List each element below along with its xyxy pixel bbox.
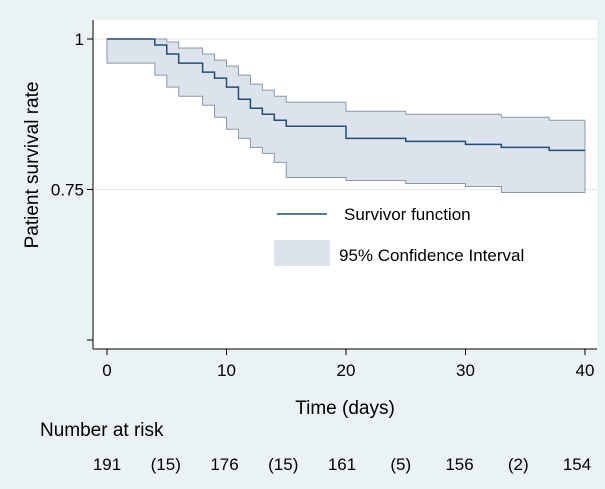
legend-ci-swatch (274, 240, 330, 266)
survivor-line (107, 38, 585, 152)
y-axis-label: Patient survival rate (22, 82, 43, 249)
x-tick-label-3: 30 (456, 361, 475, 380)
x-tick-label-1: 10 (217, 361, 236, 380)
legend-ci-label: 95% Confidence Interval (339, 246, 524, 265)
risk-table-title: Number at risk (40, 420, 164, 441)
x-axis-label: Time (days) (295, 398, 395, 419)
risk-value-4: 161 (328, 455, 356, 474)
x-tick-label-0: 0 (102, 361, 111, 380)
axis-ticks: 0 10 20 30 40 1 0.75 (51, 30, 595, 380)
y-tick-label-1: 0.75 (51, 181, 84, 200)
y-tick-label-0: 1 (75, 30, 84, 49)
risk-value-0: 191 (93, 455, 121, 474)
legend: Survivor function 95% Confidence Interva… (274, 205, 524, 266)
risk-value-3: (15) (268, 455, 298, 474)
risk-value-2: 176 (210, 455, 238, 474)
legend-survivor-label: Survivor function (344, 205, 471, 224)
x-tick-label-2: 20 (337, 361, 356, 380)
risk-value-5: (5) (390, 455, 411, 474)
risk-value-1: (15) (151, 455, 181, 474)
risk-value-6: 156 (445, 455, 473, 474)
x-tick-label-4: 40 (576, 361, 595, 380)
risk-table-values: 191 (15) 176 (15) 161 (5) 156 (2) 154 (93, 455, 591, 474)
confidence-band (106, 38, 586, 194)
risk-value-8: 154 (563, 455, 591, 474)
risk-value-7: (2) (508, 455, 529, 474)
